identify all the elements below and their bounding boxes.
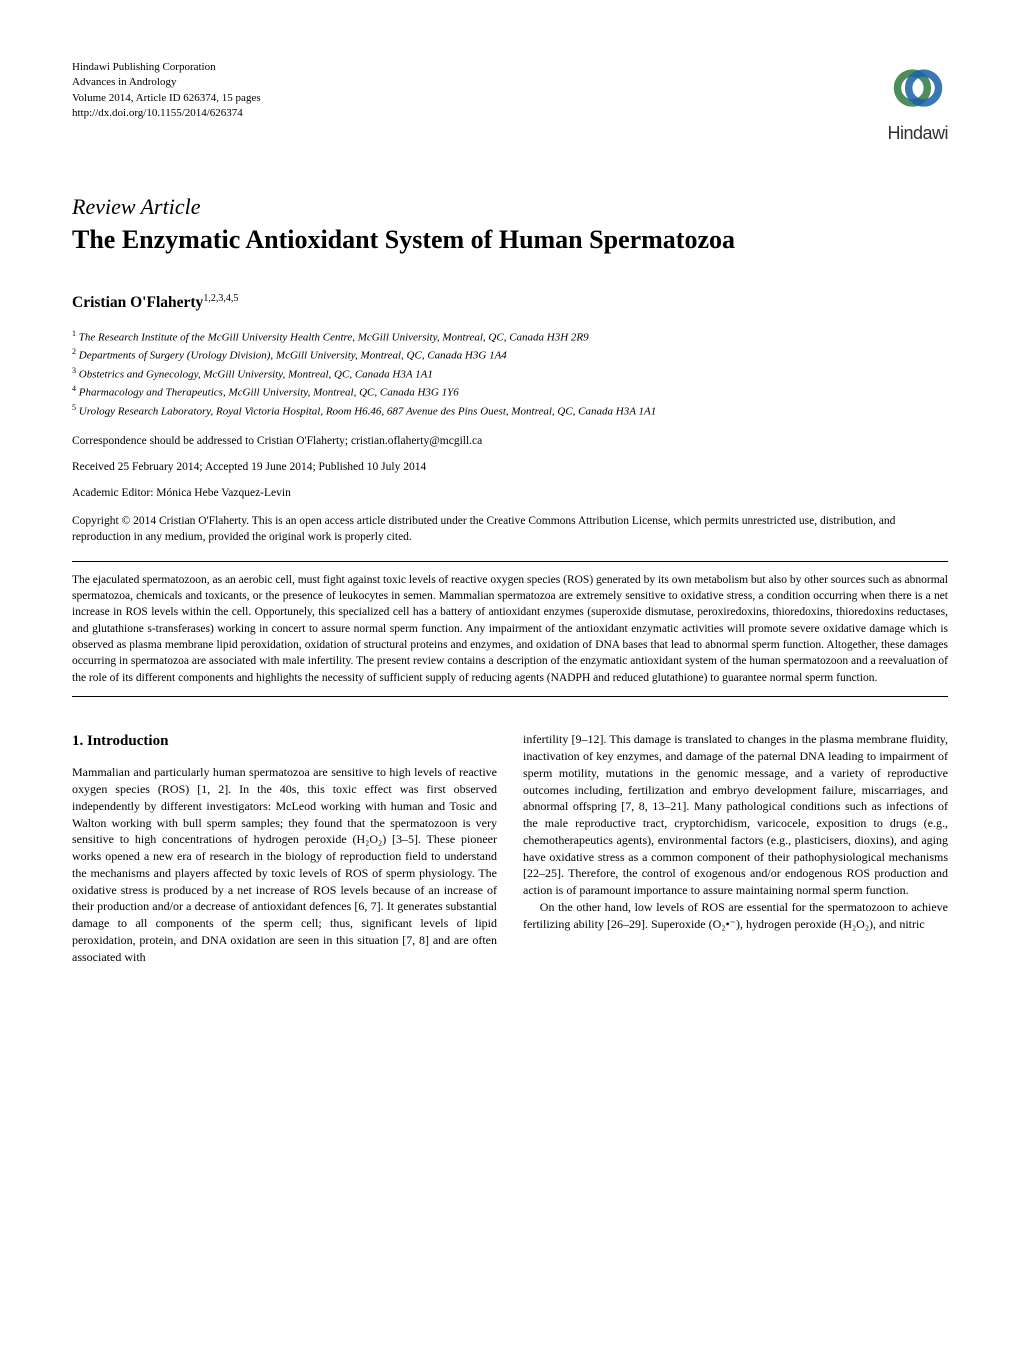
- hindawi-logo-icon: [890, 60, 946, 116]
- publication-info: Hindawi Publishing Corporation Advances …: [72, 60, 261, 122]
- affiliation-5: 5 Urology Research Laboratory, Royal Vic…: [72, 402, 948, 421]
- article-title: The Enzymatic Antioxidant System of Huma…: [72, 224, 948, 257]
- affiliation-3: 3 Obstetrics and Gynecology, McGill Univ…: [72, 365, 948, 384]
- body-para-col2-2: On the other hand, low levels of ROS are…: [523, 899, 948, 933]
- abstract-text: The ejaculated spermatozoon, as an aerob…: [72, 572, 948, 686]
- publisher-logo-text: Hindawi: [887, 123, 948, 144]
- publisher-logo: Hindawi: [887, 60, 948, 144]
- author-line: Cristian O'Flaherty1,2,3,4,5: [72, 293, 948, 312]
- affiliations-block: 1 The Research Institute of the McGill U…: [72, 328, 948, 421]
- editor-line: Academic Editor: Mónica Hebe Vazquez-Lev…: [72, 487, 948, 499]
- dates-line: Received 25 February 2014; Accepted 19 J…: [72, 461, 948, 473]
- abstract-container: The ejaculated spermatozoon, as an aerob…: [72, 561, 948, 697]
- header: Hindawi Publishing Corporation Advances …: [72, 60, 948, 144]
- column-left: 1. Introduction Mammalian and particular…: [72, 731, 497, 966]
- body-columns: 1. Introduction Mammalian and particular…: [72, 731, 948, 966]
- column-right: infertility [9–12]. This damage is trans…: [523, 731, 948, 966]
- body-para-col1: Mammalian and particularly human spermat…: [72, 764, 497, 966]
- author-name: Cristian O'Flaherty: [72, 294, 203, 311]
- volume-line: Volume 2014, Article ID 626374, 15 pages: [72, 91, 261, 106]
- correspondence-line: Correspondence should be addressed to Cr…: [72, 435, 948, 447]
- section-heading-1: 1. Introduction: [72, 731, 497, 752]
- journal-line: Advances in Andrology: [72, 75, 261, 90]
- body-para-col2-1: infertility [9–12]. This damage is trans…: [523, 731, 948, 899]
- article-type: Review Article: [72, 194, 948, 220]
- publisher-line: Hindawi Publishing Corporation: [72, 60, 261, 75]
- author-affil-sup: 1,2,3,4,5: [203, 293, 238, 304]
- affiliation-4: 4 Pharmacology and Therapeutics, McGill …: [72, 383, 948, 402]
- affiliation-1: 1 The Research Institute of the McGill U…: [72, 328, 948, 347]
- affiliation-2: 2 Departments of Surgery (Urology Divisi…: [72, 346, 948, 365]
- copyright-line: Copyright © 2014 Cristian O'Flaherty. Th…: [72, 513, 948, 545]
- doi-line: http://dx.doi.org/10.1155/2014/626374: [72, 106, 261, 121]
